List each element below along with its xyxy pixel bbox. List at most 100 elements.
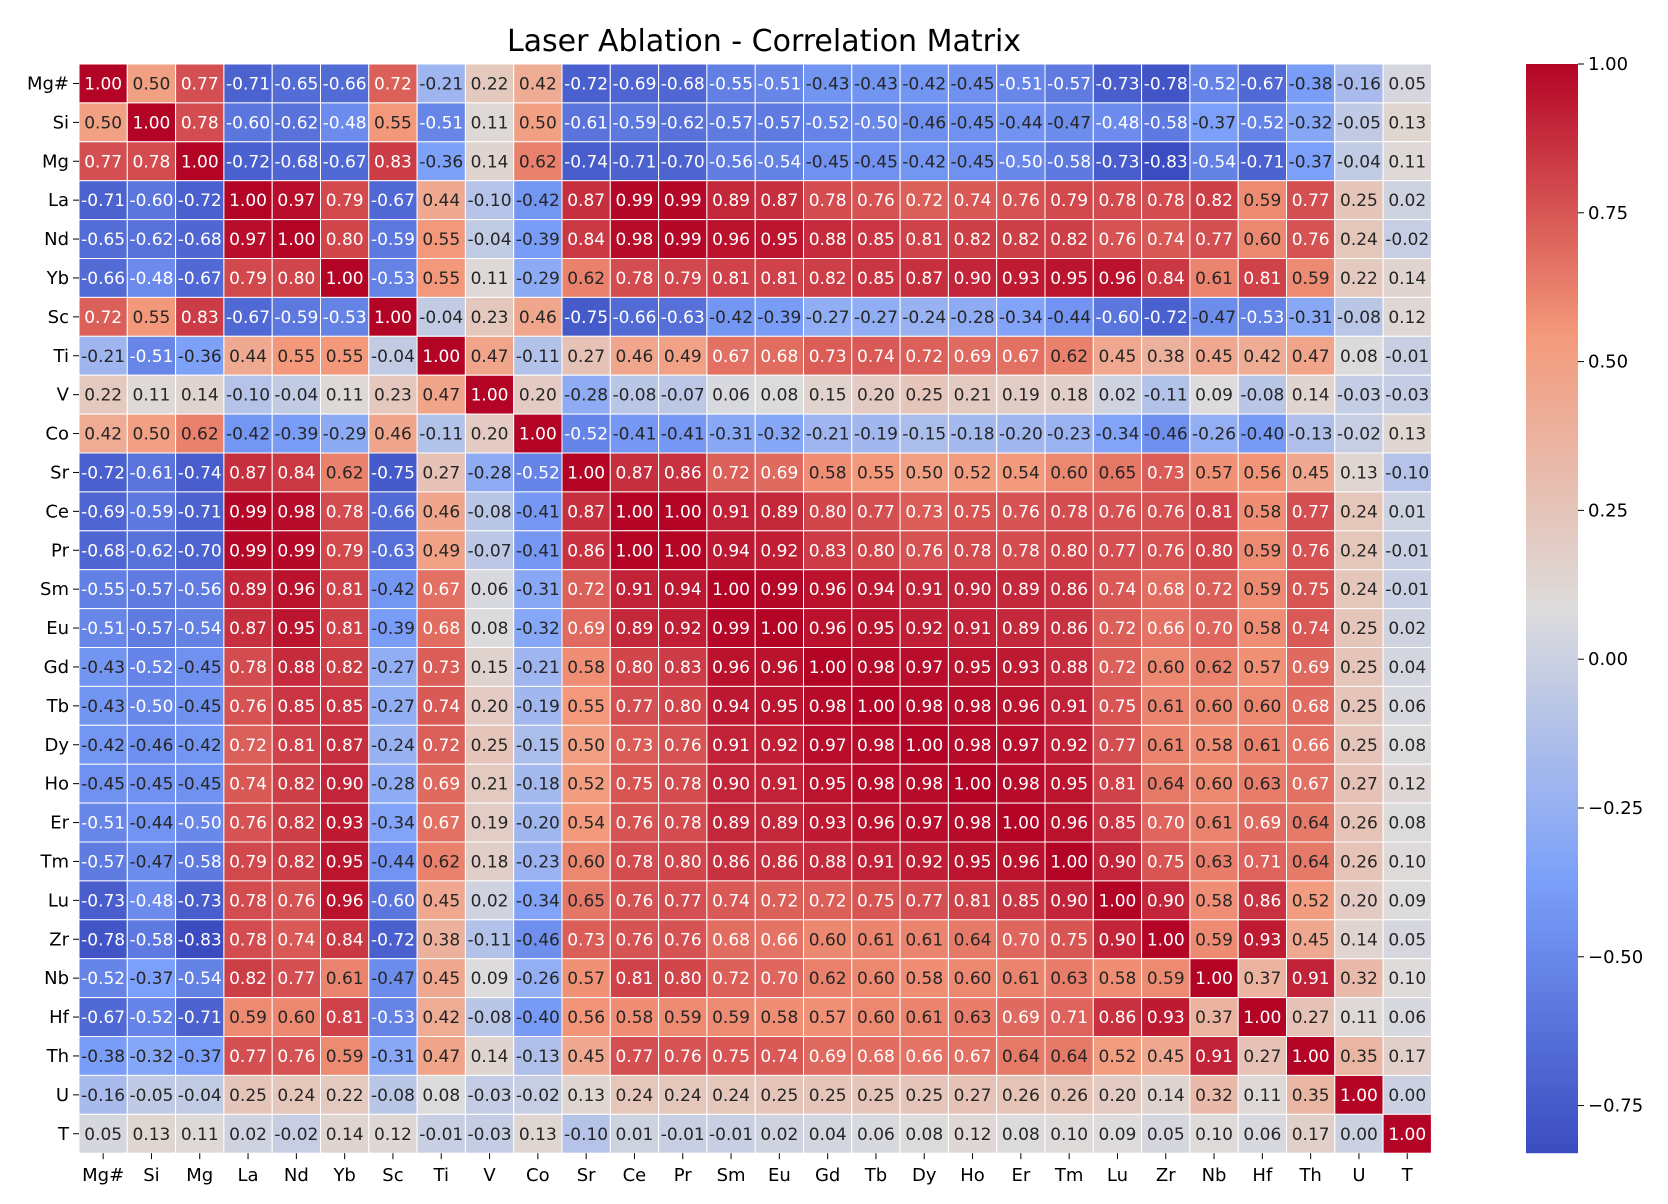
heatmap-cell-Co-Sm <box>706 413 756 454</box>
heatmap-cell-Tm-Tb <box>851 841 901 882</box>
heatmap-cell-Tm-Er <box>996 841 1046 882</box>
heatmap-cell-Si-T <box>1382 102 1432 143</box>
cell-value-label: 0.78 <box>1050 502 1088 522</box>
heatmap-cell-Nb-La <box>223 958 273 999</box>
heatmap-cell-Mg#-Er <box>996 63 1046 104</box>
cell-value-label: 0.76 <box>1002 191 1040 211</box>
cell-value-label: 0.11 <box>1340 1008 1378 1028</box>
cell-value-label: 0.88 <box>1050 658 1088 678</box>
heatmap-cell-Sr-Gd <box>803 452 853 493</box>
cell-value-label: 0.25 <box>857 1086 895 1106</box>
cell-value-label: 0.73 <box>422 658 460 678</box>
y-tick-label-Th: Th <box>46 1046 69 1067</box>
heatmap-cell-Th-Sm <box>706 1036 756 1076</box>
heatmap-cell-Mg-Ti <box>416 141 466 182</box>
cell-value-label: 0.91 <box>1050 697 1088 717</box>
y-tick-label-Gd: Gd <box>44 657 69 678</box>
cell-value-label: 0.54 <box>567 814 605 834</box>
cell-value-label: -0.60 <box>226 113 270 133</box>
cell-value-label: -0.40 <box>516 1008 560 1028</box>
cell-value-label: 0.67 <box>422 580 460 600</box>
heatmap-cell-Hf-Si <box>126 997 177 1037</box>
heatmap-cell-Nd-Tb <box>851 219 901 260</box>
cell-value-label: 0.80 <box>664 697 702 717</box>
cell-value-label: -0.69 <box>81 502 125 522</box>
cell-value-label: 0.72 <box>712 463 750 483</box>
heatmap-cell-Ce-Co <box>513 491 563 532</box>
heatmap-cell-Eu-Tb <box>851 608 901 648</box>
heatmap-cell-Tb-Sm <box>706 685 756 726</box>
cell-value-label: 0.75 <box>954 502 992 522</box>
cell-value-label: 0.52 <box>954 463 992 483</box>
cell-value-label: -0.37 <box>1192 113 1236 133</box>
cell-value-label: 0.47 <box>422 386 460 406</box>
heatmap-cell-Sr-Nd <box>271 452 322 493</box>
heatmap-cell-Sm-Gd <box>803 569 853 610</box>
cell-value-label: 0.08 <box>422 1086 460 1106</box>
y-tick-label-U: U <box>56 1085 69 1106</box>
heatmap-cell-Yb-Th <box>1286 258 1336 298</box>
heatmap-cell-U-Hf <box>1237 1074 1287 1115</box>
heatmap-cell-Hf-Sm <box>706 997 756 1037</box>
heatmap-cell-Mg-Hf <box>1237 141 1287 182</box>
cell-value-label: 0.98 <box>277 502 315 522</box>
x-tick-label-Th: Th <box>1298 1165 1321 1186</box>
heatmap-cell-Tm-U <box>1334 841 1384 882</box>
heatmap-cell-Ti-Dy <box>899 335 949 376</box>
cell-value-label: -0.43 <box>81 658 125 678</box>
heatmap-cell-Lu-Co <box>513 880 563 921</box>
cell-value-label: -0.47 <box>1047 113 1091 133</box>
cell-value-label: -0.42 <box>709 308 753 328</box>
heatmap-cell-Zr-Er <box>996 919 1046 960</box>
cell-value-label: 0.80 <box>616 658 654 678</box>
cell-value-label: 0.98 <box>857 736 895 756</box>
cell-value-label: 0.72 <box>1195 580 1233 600</box>
cell-value-label: 0.14 <box>1292 386 1330 406</box>
cell-value-label: -0.52 <box>564 425 608 445</box>
heatmap-cell-Sm-Sm <box>706 569 756 610</box>
cell-value-label: -0.13 <box>516 1047 560 1067</box>
cell-value-label: 0.65 <box>567 891 605 911</box>
cell-value-label: 0.95 <box>954 852 992 872</box>
heatmap-cell-Mg#-Dy <box>899 63 949 104</box>
heatmap-cell-Tm-Ce <box>609 841 660 882</box>
heatmap-cell-Mg-Tm <box>1044 141 1094 182</box>
cell-value-label: 0.58 <box>809 463 847 483</box>
heatmap-cell-Tm-Ti <box>416 841 466 882</box>
heatmap-cell-Er-Mg# <box>78 802 128 843</box>
cell-value-label: 0.98 <box>905 775 943 795</box>
y-tick-label-Yb: Yb <box>46 268 69 289</box>
cell-value-label: 0.98 <box>616 230 654 250</box>
cell-value-label: 0.45 <box>1195 347 1233 367</box>
cell-value-label: 0.75 <box>1292 580 1330 600</box>
heatmap-cell-Nb-Gd <box>803 958 853 999</box>
cell-value-label: 0.78 <box>809 191 847 211</box>
heatmap-cell-Pr-Ti <box>416 530 466 571</box>
cell-value-label: 0.94 <box>712 541 750 561</box>
heatmap-cell-Gd-Hf <box>1237 647 1287 687</box>
heatmap-cell-Ce-Ti <box>416 491 466 532</box>
cell-value-label: 0.58 <box>616 1008 654 1028</box>
cell-value-label: 0.87 <box>760 191 798 211</box>
heatmap-cell-Ho-Eu <box>754 763 805 804</box>
cell-value-label: 0.25 <box>229 1086 267 1106</box>
heatmap-cell-Lu-Eu <box>754 880 805 921</box>
cell-value-label: 0.93 <box>1243 930 1281 950</box>
heatmap-cell-Sm-Sr <box>561 569 611 610</box>
heatmap-cell-Nb-T <box>1382 958 1432 999</box>
cell-value-label: 0.24 <box>1340 541 1378 561</box>
cell-value-label: 0.20 <box>1340 891 1378 911</box>
cell-value-label: 0.55 <box>326 347 364 367</box>
cell-value-label: 0.11 <box>326 386 364 406</box>
heatmap-cell-Nb-Sc <box>368 958 418 999</box>
cell-value-label: -0.62 <box>274 113 318 133</box>
cell-value-label: 0.46 <box>519 308 557 328</box>
cell-value-label: -0.01 <box>419 1125 463 1145</box>
cell-value-label: 0.98 <box>954 736 992 756</box>
heatmap-cell-Lu-Sm <box>706 880 756 921</box>
heatmap-cell-T-Gd <box>803 1113 853 1154</box>
cell-value-label: 0.60 <box>809 930 847 950</box>
heatmap-cell-Mg#-Gd <box>803 63 853 104</box>
heatmap-cell-Gd-Sm <box>706 647 756 687</box>
heatmap-cell-Ho-Gd <box>803 763 853 804</box>
